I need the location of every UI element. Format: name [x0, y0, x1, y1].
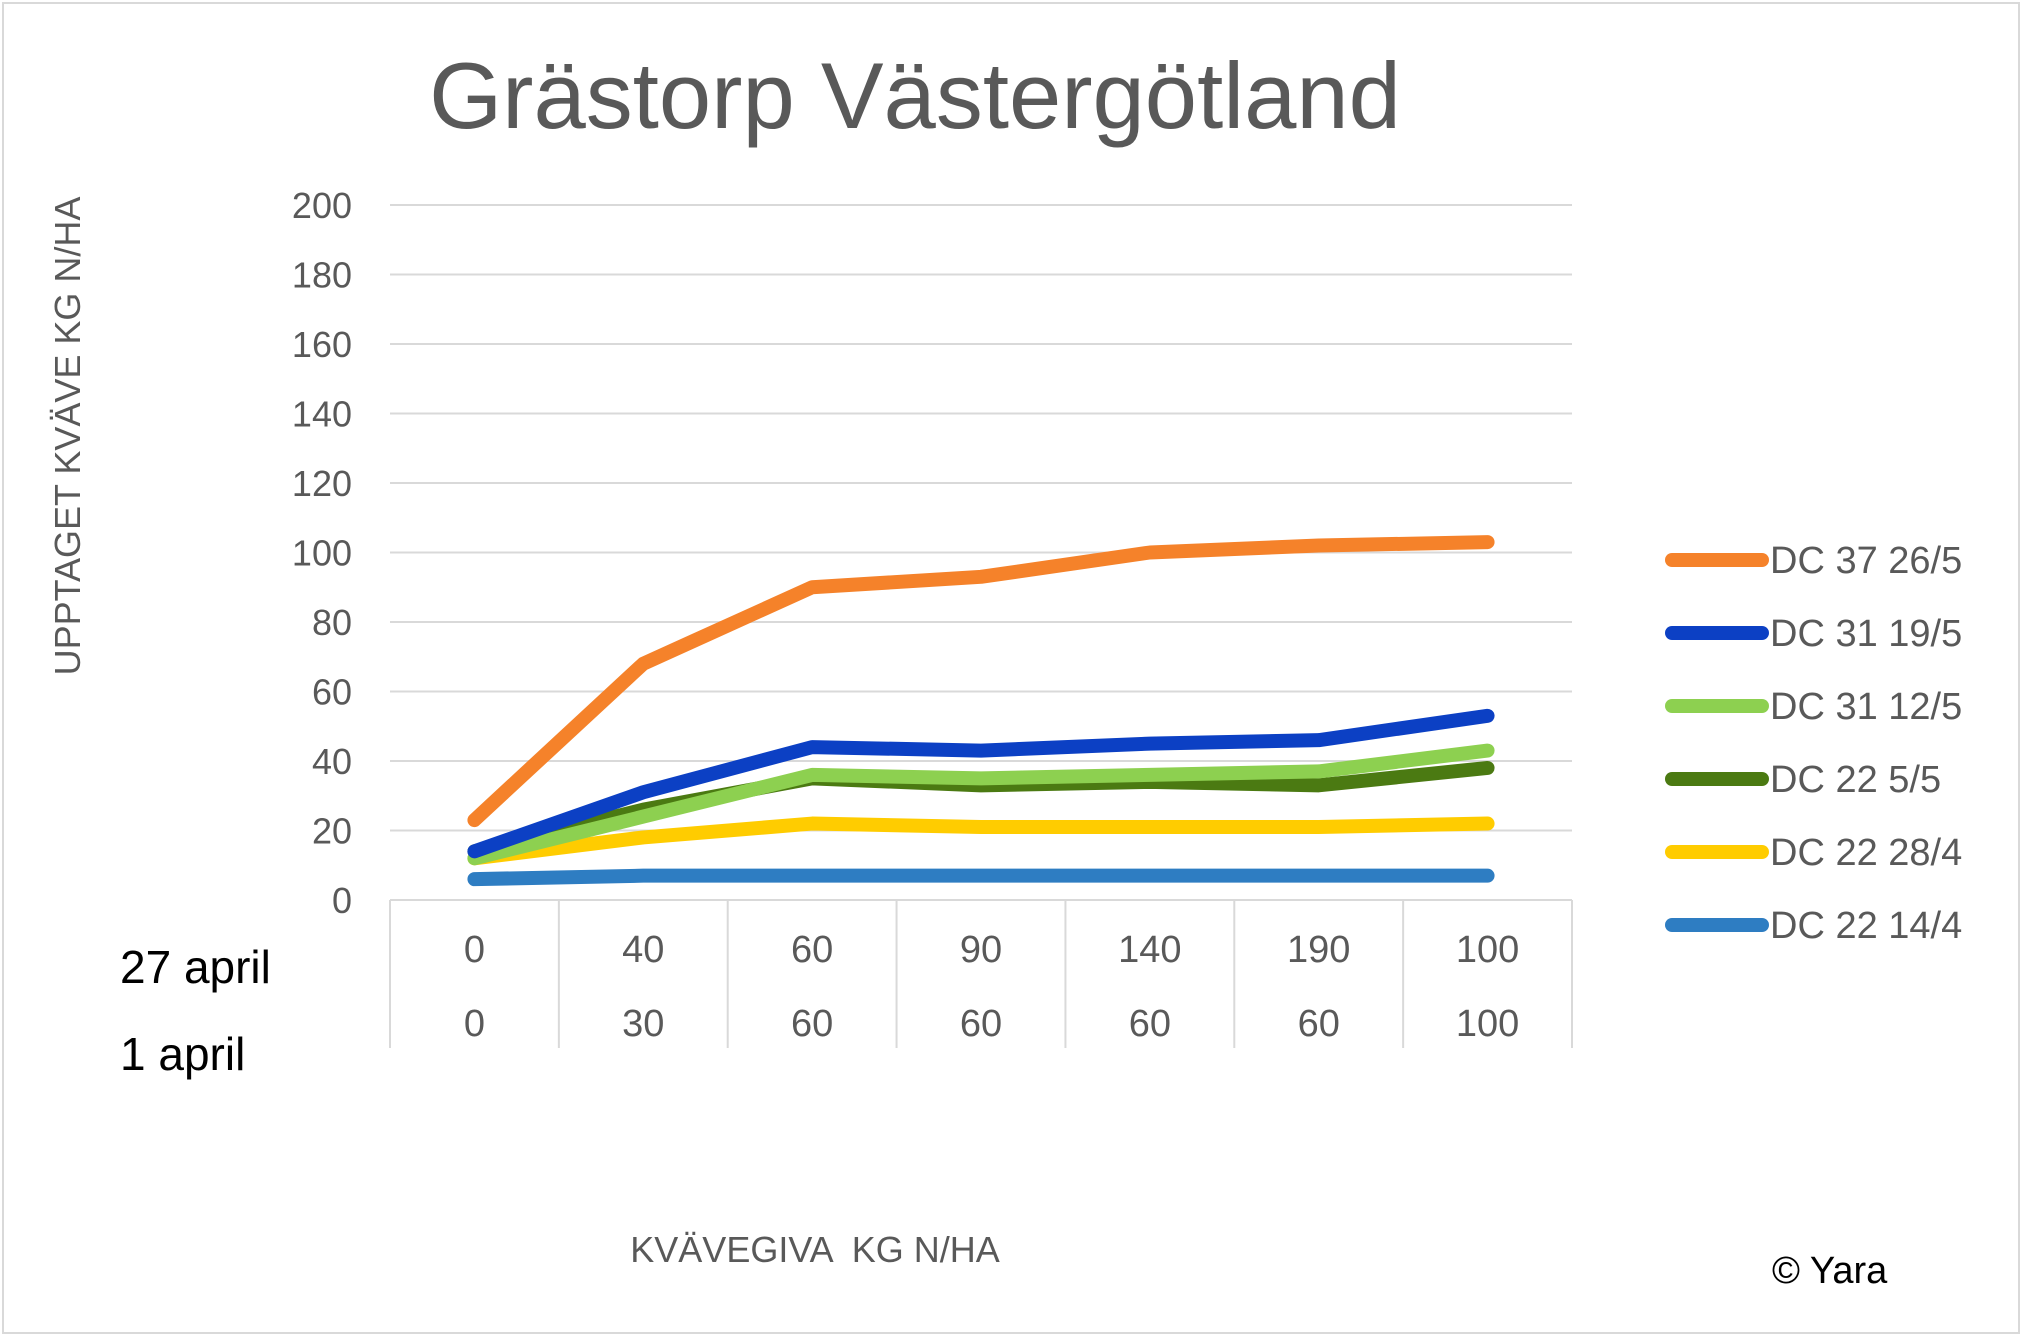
series-line	[467, 535, 1495, 828]
row-label-1-april: 1 april	[120, 1028, 246, 1080]
y-tick-label: 80	[312, 602, 352, 643]
series-lines	[467, 535, 1495, 887]
legend-label: DC 22 28/4	[1770, 832, 1962, 874]
y-tick-label: 180	[292, 255, 352, 296]
legend-label: DC 31 12/5	[1770, 686, 1962, 728]
series-line	[467, 868, 1495, 887]
x-tick-label-row2: 100	[1456, 1003, 1519, 1045]
x-tick-label-row2: 60	[1298, 1003, 1340, 1045]
y-tick-label: 200	[292, 185, 352, 226]
y-tick-label: 120	[292, 463, 352, 504]
x-tick-label-row1: 90	[960, 929, 1002, 971]
series-line	[467, 743, 1495, 866]
x-tick-label-row2: 60	[791, 1003, 833, 1045]
legend-label: DC 22 14/4	[1770, 905, 1962, 947]
x-tick-label-row1: 140	[1118, 929, 1181, 971]
series-line	[467, 816, 1495, 866]
y-tick-labels: 0 20 40 60 80 100 120 140 160 180 200	[292, 185, 352, 921]
x-tick-label-row2: 60	[1129, 1003, 1171, 1045]
x-tick-label-row2: 30	[622, 1003, 664, 1045]
x-axis-label: KVÄVEGIVA KG N/HA	[630, 1229, 999, 1270]
legend-label: DC 37 26/5	[1770, 540, 1962, 582]
x-tick-label-row1: 40	[622, 929, 664, 971]
x-axis: 0 40 60 90 140 190 100 0 30 60 60 60 60 100	[389, 899, 1573, 1048]
y-tick-label: 140	[292, 394, 352, 435]
x-tick-label-row1: 190	[1287, 929, 1350, 971]
y-tick-label: 40	[312, 741, 352, 782]
y-tick-label: 20	[312, 811, 352, 852]
legend-label: DC 31 19/5	[1770, 613, 1962, 655]
y-axis-label: UPPTAGET KVÄVE KG N/HA	[47, 197, 88, 676]
y-tick-label: 100	[292, 533, 352, 574]
x-tick-label-row2: 60	[960, 1003, 1002, 1045]
legend-label: DC 22 5/5	[1770, 759, 1941, 801]
x-tick-label-row1: 100	[1456, 929, 1519, 971]
copyright-text: © Yara	[1772, 1250, 1888, 1292]
row-label-27-april: 27 april	[120, 941, 271, 993]
series-line	[467, 708, 1495, 859]
y-tick-label: 60	[312, 672, 352, 713]
x-tick-label-row1: 60	[791, 929, 833, 971]
x-tick-label-row1: 0	[464, 929, 485, 971]
y-tick-label: 160	[292, 324, 352, 365]
x-tick-label-row2: 0	[464, 1003, 485, 1045]
chart-title: Grästorp Västergötland	[429, 43, 1401, 148]
y-tick-label: 0	[332, 880, 352, 921]
legend: DC 37 26/5 DC 31 19/5 DC 31 12/5 DC 22 5/5 D…	[1665, 540, 1962, 947]
